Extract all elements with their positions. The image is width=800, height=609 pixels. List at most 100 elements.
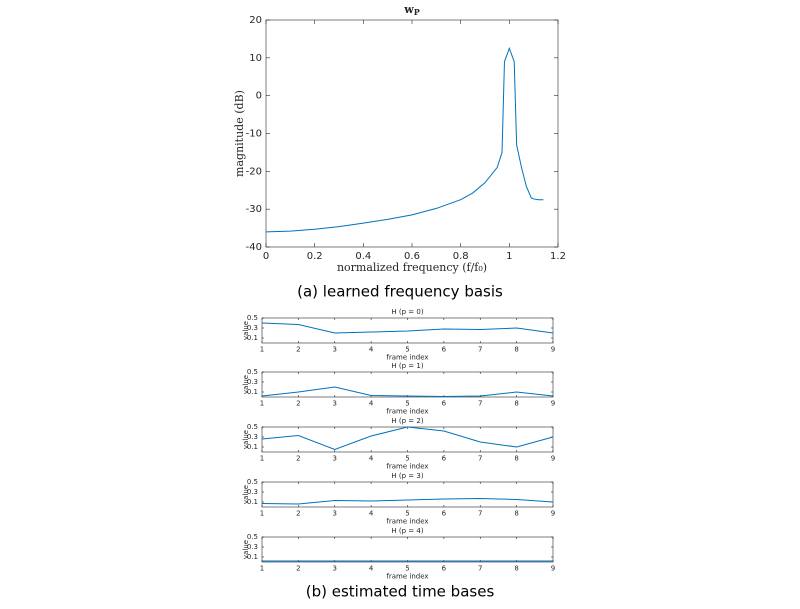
y-axis-label: value (242, 375, 250, 394)
y-tick-label: -30 (246, 204, 262, 215)
title-subscript: P (414, 7, 420, 17)
y-tick-label: 0.1 (247, 443, 258, 451)
y-tick-label: 10 (249, 53, 262, 64)
y-tick-label: -10 (246, 129, 262, 140)
x-tick-label: 1 (260, 345, 264, 353)
x-tick-label: 0.8 (453, 251, 469, 262)
y-tick-label: 0.5 (247, 423, 258, 431)
x-tick-label: 4 (369, 454, 374, 462)
x-tick-label: 2 (296, 345, 300, 353)
x-tick-label: 4 (369, 564, 374, 572)
caption: (a) learned frequency basis (297, 283, 503, 301)
x-tick-label: 8 (514, 345, 518, 353)
y-tick-label: 0.3 (247, 324, 258, 332)
x-tick-label: 6 (442, 399, 447, 407)
x-axis-label: frame index (386, 518, 428, 526)
x-tick-label: 3 (333, 399, 337, 407)
x-tick-label: 9 (551, 345, 555, 353)
x-tick-label: 0.4 (355, 251, 371, 262)
x-tick-label: 5 (405, 399, 409, 407)
x-tick-label: 9 (551, 399, 555, 407)
y-axis-label: magnitude (dB) (233, 90, 246, 177)
y-tick-label: 0.3 (247, 543, 258, 551)
data-line (261, 497, 554, 505)
x-tick-label: 0 (263, 251, 269, 262)
y-tick-label: 0.1 (247, 388, 258, 396)
x-tick-label: 6 (442, 564, 447, 572)
x-tick-label: 6 (442, 509, 447, 517)
x-tick-label: 9 (551, 454, 555, 462)
x-tick-label: 7 (478, 564, 482, 572)
y-tick-label: 0.3 (247, 433, 258, 441)
x-tick-label: 1 (506, 251, 512, 262)
x-tick-label: 2 (296, 399, 300, 407)
axes-box (261, 536, 554, 563)
chart-title: wP (403, 3, 420, 17)
x-tick-label: 2 (296, 509, 300, 517)
y-tick-label: 0.3 (247, 378, 258, 386)
y-tick-label: 20 (249, 15, 262, 26)
data-line (265, 46, 544, 233)
chart-title: H (p = 0) (391, 308, 423, 316)
x-tick-label: 8 (514, 564, 518, 572)
title-main: w (403, 3, 414, 16)
x-tick-label: 2 (296, 454, 300, 462)
x-tick-label: 5 (405, 454, 409, 462)
x-tick-label: 7 (478, 345, 482, 353)
x-tick-label: 2 (296, 564, 300, 572)
x-tick-label: 4 (369, 345, 374, 353)
y-tick-label: 0.1 (247, 553, 258, 561)
x-tick-label: 8 (514, 509, 518, 517)
x-tick-label: 6 (442, 345, 447, 353)
y-axis-label: value (242, 540, 250, 559)
y-tick-label: 0.1 (247, 498, 258, 506)
x-axis-label: frame index (386, 573, 428, 581)
x-axis-label: frame index (386, 463, 428, 471)
x-tick-label: 1 (260, 399, 264, 407)
x-tick-label: 5 (405, 509, 409, 517)
y-tick-label: 0.5 (247, 533, 258, 541)
x-tick-label: 3 (333, 564, 337, 572)
y-tick-label: 0.1 (247, 334, 258, 342)
x-tick-label: 1 (260, 564, 264, 572)
x-tick-label: 5 (405, 564, 409, 572)
y-tick-label: 0 (256, 91, 262, 102)
axes-box (261, 426, 554, 453)
x-tick-label: 1 (260, 454, 264, 462)
y-tick-label: -40 (246, 242, 262, 253)
x-tick-label: 0.6 (404, 251, 420, 262)
x-tick-label: 4 (369, 399, 374, 407)
chart-title: H (p = 4) (391, 527, 423, 535)
x-tick-label: 3 (333, 509, 337, 517)
x-tick-label: 9 (551, 509, 555, 517)
x-axis-label: frame index (386, 408, 428, 416)
x-tick-label: 1 (260, 509, 264, 517)
x-tick-label: 5 (405, 345, 409, 353)
x-tick-label: 3 (333, 454, 337, 462)
x-tick-label: 6 (442, 454, 447, 462)
x-tick-label: 1.2 (550, 251, 566, 262)
x-tick-label: 9 (551, 564, 555, 572)
data-line (261, 426, 554, 451)
x-tick-label: 8 (514, 454, 518, 462)
y-tick-label: -20 (246, 166, 262, 177)
caption: (b) estimated time bases (306, 583, 495, 601)
data-line (261, 386, 554, 398)
x-tick-label: 4 (369, 509, 374, 517)
y-tick-label: 0.5 (247, 478, 258, 486)
x-axis-label: frame index (386, 354, 428, 362)
x-tick-label: 7 (478, 509, 482, 517)
axes-box (265, 19, 559, 248)
chart-title: H (p = 2) (391, 417, 423, 425)
chart-title: H (p = 3) (391, 472, 423, 480)
x-tick-label: 7 (478, 454, 482, 462)
y-axis-label: value (242, 321, 250, 340)
x-tick-label: 8 (514, 399, 518, 407)
y-tick-label: 0.5 (247, 314, 258, 322)
y-tick-label: 0.5 (247, 368, 258, 376)
x-tick-label: 7 (478, 399, 482, 407)
chart-title: H (p = 1) (391, 362, 423, 370)
x-tick-label: 0.2 (307, 251, 323, 262)
data-line (261, 322, 554, 334)
